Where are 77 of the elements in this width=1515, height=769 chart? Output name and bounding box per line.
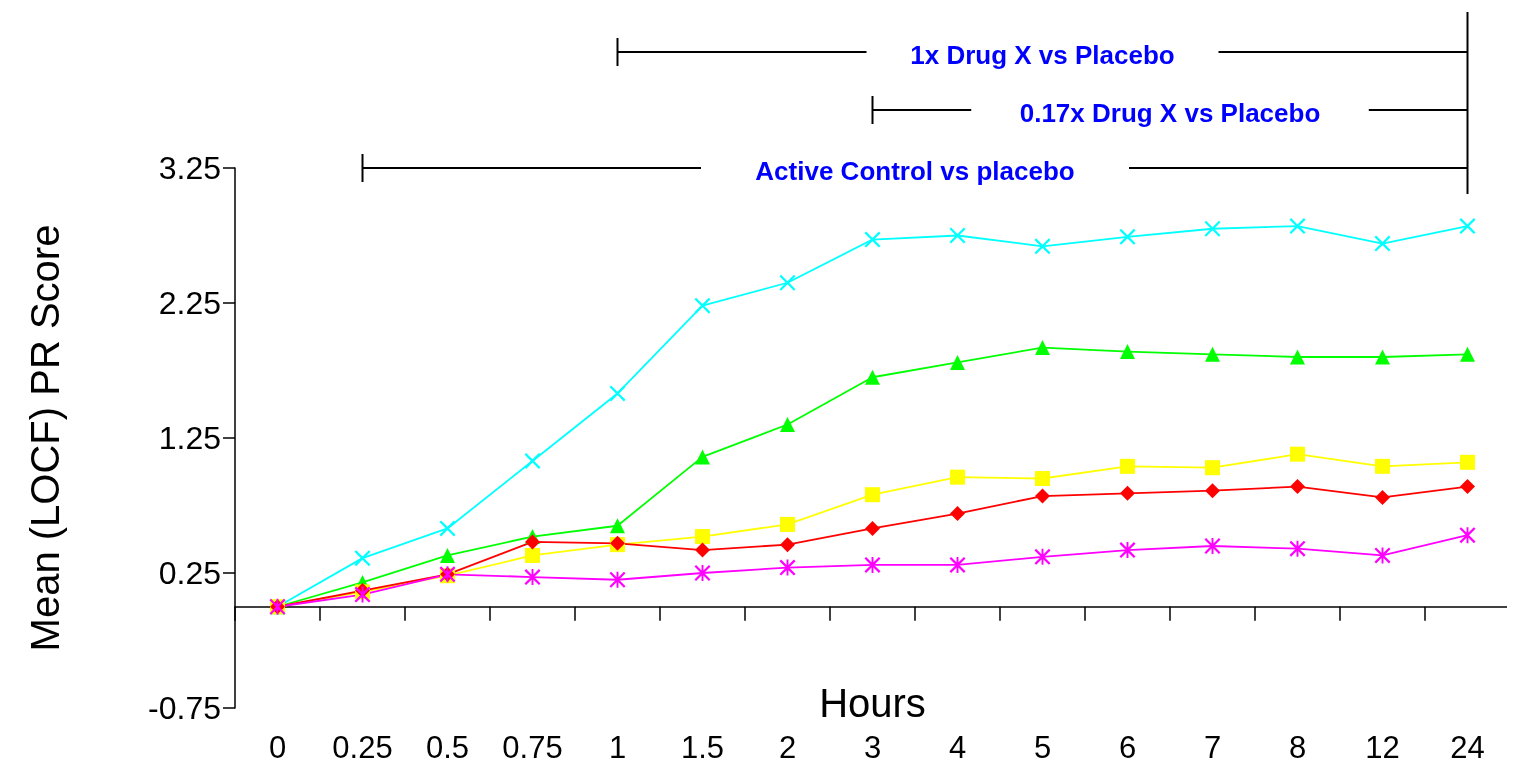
point (1204, 220, 1221, 237)
point (1204, 538, 1221, 554)
point (1460, 454, 1475, 470)
point (865, 487, 880, 503)
text: 0.17x Drug X vs Placebo (1019, 97, 1321, 128)
x-tick-label: 1.5 (680, 730, 725, 765)
x-tick-label: 6 (1118, 730, 1137, 765)
x-tick-label: 0 (268, 730, 287, 765)
point (1460, 479, 1475, 495)
point (864, 231, 881, 248)
annotation: Active Control vs placebo (755, 155, 1075, 186)
point (1120, 344, 1135, 360)
point (1205, 346, 1220, 362)
point (1119, 542, 1136, 559)
point (1035, 471, 1050, 486)
text: 1x Drug X vs Placebo (910, 39, 1175, 70)
y-tick-label: 1.25 (158, 420, 221, 456)
point (865, 520, 880, 536)
point (1205, 460, 1220, 476)
point (694, 297, 711, 314)
point (524, 569, 541, 586)
x-tick-label: 0.75 (502, 730, 563, 765)
x-tick-label: 24 (1450, 730, 1485, 765)
point (1120, 485, 1135, 501)
point (1289, 218, 1306, 235)
point (440, 547, 455, 563)
point (525, 547, 540, 563)
x-tick-label: 1 (608, 730, 627, 765)
point (1290, 446, 1305, 462)
point (1035, 340, 1050, 356)
point (1374, 235, 1391, 252)
x-tick-label: 12 (1365, 730, 1400, 765)
x-tick-label: 2 (778, 730, 797, 765)
point (1375, 489, 1390, 505)
point (695, 529, 710, 545)
point (1375, 349, 1390, 365)
point (1034, 238, 1051, 255)
point (780, 537, 795, 553)
point (780, 417, 795, 432)
point (865, 369, 880, 385)
x-axis-title: Hours (819, 681, 926, 725)
point (439, 520, 456, 537)
point (950, 354, 965, 370)
x-tick-label: 0.5 (425, 730, 470, 765)
y-tick-label: -0.75 (148, 690, 221, 726)
x-tick-label: 5 (1033, 730, 1052, 765)
point (949, 227, 966, 244)
point (1290, 349, 1305, 365)
point (610, 518, 625, 534)
point (1460, 346, 1475, 362)
x-tick-label: 4 (948, 730, 967, 765)
point (525, 534, 540, 550)
point (779, 274, 796, 291)
x-tick-label: 3 (863, 730, 882, 765)
point (1035, 488, 1050, 504)
x-tick-label: 8 (1288, 730, 1307, 765)
y-tick-label: 3.25 (158, 150, 221, 186)
point (950, 469, 965, 485)
point (695, 542, 710, 558)
point (1290, 479, 1305, 495)
y-tick-label: 2.25 (158, 285, 221, 321)
point (1459, 218, 1476, 235)
y-axis-title: Mean (LOCF) PR Score (23, 224, 67, 652)
point (1119, 228, 1136, 245)
point (694, 565, 711, 581)
x-tick-label: 7 (1203, 730, 1222, 765)
y-tick-label: 0.25 (158, 555, 221, 591)
point (609, 385, 626, 402)
point (1205, 483, 1220, 499)
x-tick-label: 0.25 (332, 730, 393, 765)
point (950, 506, 965, 522)
point (1375, 458, 1390, 474)
point (695, 449, 710, 465)
point (1120, 458, 1135, 474)
point (354, 550, 371, 567)
point (524, 452, 541, 469)
point (780, 516, 795, 532)
